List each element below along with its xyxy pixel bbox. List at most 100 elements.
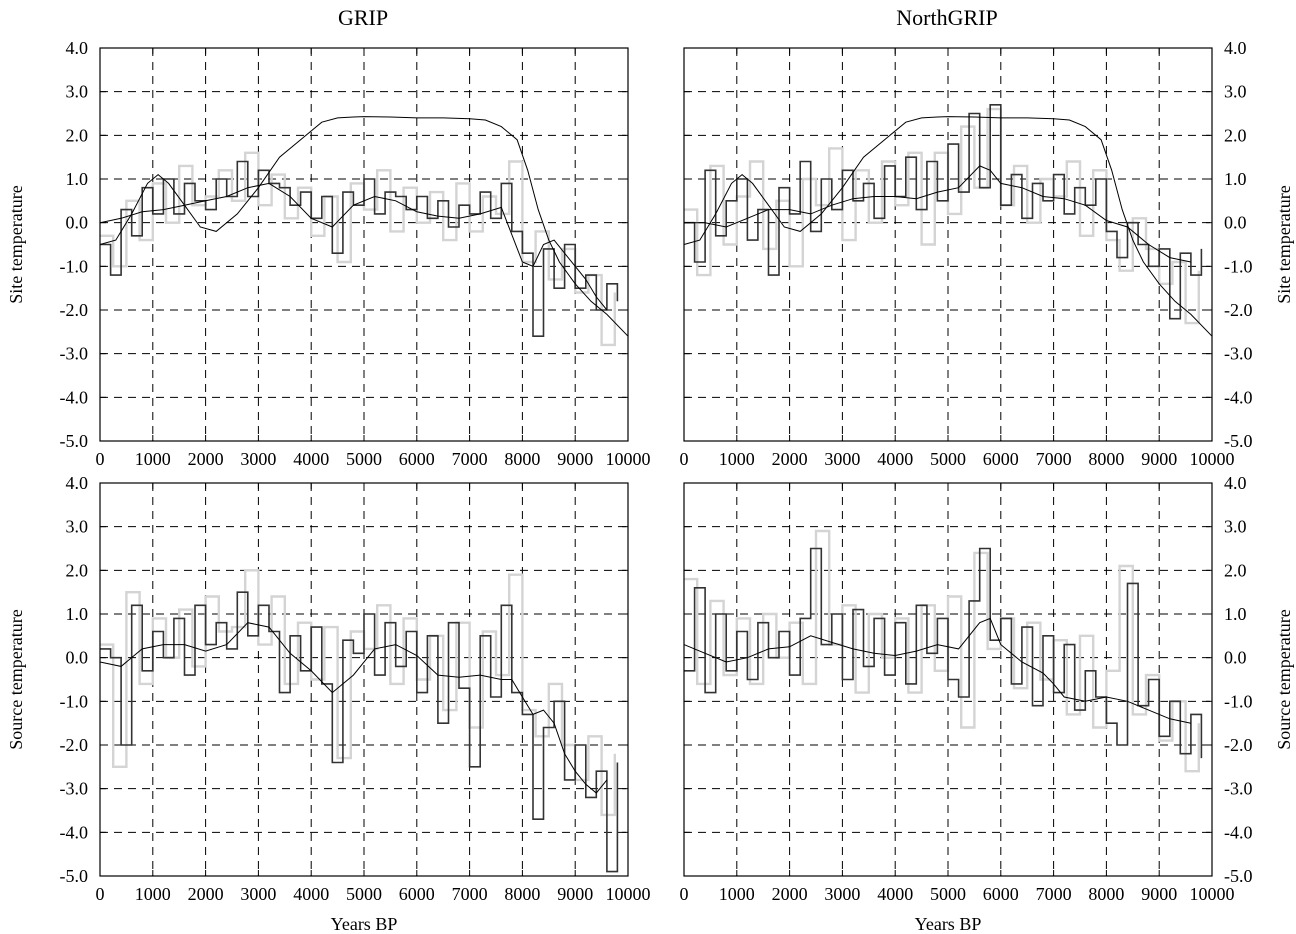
x-tick-label: 8000	[504, 884, 540, 904]
y-tick-label: -2.0	[1224, 300, 1253, 320]
y-tick-label: 0.0	[66, 648, 89, 668]
x-tick-label: 7000	[452, 884, 488, 904]
y-tick-label: 2.0	[66, 560, 89, 580]
x-tick-label: 1000	[719, 884, 755, 904]
y-axis-label: Site temperature	[1274, 185, 1294, 303]
y-tick-label: -1.0	[1224, 256, 1253, 276]
y-tick-label: -3.0	[60, 779, 89, 799]
y-tick-label: 1.0	[66, 169, 89, 189]
x-tick-label: 8000	[1088, 884, 1124, 904]
y-tick-label: -3.0	[1224, 779, 1253, 799]
y-tick-label: -4.0	[1224, 387, 1253, 407]
x-tick-label: 8000	[504, 449, 540, 469]
x-tick-label: 7000	[1036, 884, 1072, 904]
x-tick-label: 1000	[135, 449, 171, 469]
series-mid-1	[684, 104, 1203, 320]
y-tick-label: 1.0	[1224, 169, 1247, 189]
panel-grip-source: 0 1000 2000 3000 4000 5000 6000 7000 8000 9000 100…	[6, 473, 651, 934]
x-tick-label: 3000	[240, 884, 276, 904]
x-tick-label: 10000	[606, 449, 651, 469]
x-tick-label: 2000	[188, 449, 224, 469]
y-tick-label: 1.0	[1224, 604, 1247, 624]
y-axis-label: Source temperature	[1274, 609, 1294, 749]
y-axis-label: Source temperature	[6, 609, 26, 749]
x-tick-label: 9000	[557, 449, 593, 469]
y-tick-label: 3.0	[66, 517, 89, 537]
x-tick-label: 6000	[983, 449, 1019, 469]
x-tick-label: 4000	[293, 884, 329, 904]
x-tick-label: 0	[96, 449, 105, 469]
x-tick-label: 6000	[399, 884, 435, 904]
panel-northgrip-source: 0 1000 2000 3000 4000 5000 6000 7000 8000 9000 100…	[680, 473, 1295, 934]
title-northgrip: NorthGRIP	[896, 5, 997, 30]
x-tick-label: 3000	[824, 449, 860, 469]
x-tick-label: 6000	[399, 449, 435, 469]
series-raw-0	[100, 569, 616, 817]
y-tick-label: 1.0	[66, 604, 89, 624]
x-tick-label: 0	[680, 449, 689, 469]
x-tick-label: 0	[680, 884, 689, 904]
x-tick-label: 8000	[1088, 449, 1124, 469]
y-axis-label: Site temperature	[6, 185, 26, 303]
x-tick-label: 5000	[930, 884, 966, 904]
x-tick-label: 9000	[1141, 884, 1177, 904]
x-tick-label: 9000	[557, 884, 593, 904]
y-tick-label: -2.0	[60, 735, 89, 755]
x-tick-label: 4000	[877, 884, 913, 904]
x-tick-label: 10000	[1190, 884, 1235, 904]
x-tick-label: 6000	[983, 884, 1019, 904]
x-tick-label: 0	[96, 884, 105, 904]
title-grip: GRIP	[338, 5, 388, 30]
x-axis-label: Years BP	[915, 914, 982, 934]
y-tick-label: -4.0	[60, 387, 89, 407]
x-tick-label: 4000	[293, 449, 329, 469]
y-tick-label: 0.0	[1224, 648, 1247, 668]
y-tick-label: -4.0	[1224, 822, 1253, 842]
y-tick-label: 0.0	[66, 213, 89, 233]
y-tick-label: 4.0	[1224, 473, 1247, 493]
y-tick-label: 4.0	[1224, 38, 1247, 58]
y-tick-label: 3.0	[1224, 82, 1247, 102]
y-tick-label: -3.0	[1224, 344, 1253, 364]
x-tick-label: 2000	[772, 884, 808, 904]
y-tick-label: -5.0	[1224, 866, 1253, 886]
y-tick-label: 2.0	[1224, 560, 1247, 580]
x-axis-label: Years BP	[331, 914, 398, 934]
series-smooth-2	[99, 622, 608, 794]
x-tick-label: 7000	[452, 449, 488, 469]
y-tick-label: 2.0	[66, 125, 89, 145]
series-raw-0	[100, 151, 616, 347]
y-tick-label: 2.0	[1224, 125, 1247, 145]
series-smooth-2	[683, 617, 1192, 724]
y-tick-label: -5.0	[60, 431, 89, 451]
series-mid-1	[100, 160, 619, 337]
y-tick-label: 4.0	[66, 473, 89, 493]
y-tick-label: -1.0	[60, 256, 89, 276]
y-tick-label: -4.0	[60, 822, 89, 842]
x-tick-label: 5000	[346, 884, 382, 904]
x-tick-label: 5000	[930, 449, 966, 469]
y-tick-label: -5.0	[60, 866, 89, 886]
y-tick-label: 4.0	[66, 38, 89, 58]
x-tick-label: 9000	[1141, 449, 1177, 469]
series-smooth-3	[99, 116, 629, 337]
y-tick-label: -2.0	[1224, 735, 1253, 755]
series-raw-0	[684, 529, 1200, 773]
series-smooth-3	[683, 116, 1213, 337]
panel-grip-site: 0 1000 2000 3000 4000 5000 6000 7000 8000 9000 100…	[6, 38, 651, 469]
x-tick-label: 3000	[824, 884, 860, 904]
panel-northgrip-site: 0 1000 2000 3000 4000 5000 6000 7000 8000 9000 100…	[680, 38, 1295, 469]
x-tick-label: 7000	[1036, 449, 1072, 469]
x-tick-label: 10000	[606, 884, 651, 904]
y-tick-label: -1.0	[1224, 691, 1253, 711]
x-tick-label: 2000	[772, 449, 808, 469]
y-tick-label: 3.0	[1224, 517, 1247, 537]
x-tick-label: 2000	[188, 884, 224, 904]
y-tick-label: 0.0	[1224, 213, 1247, 233]
x-tick-label: 10000	[1190, 449, 1235, 469]
x-tick-label: 5000	[346, 449, 382, 469]
y-tick-label: -3.0	[60, 344, 89, 364]
y-tick-label: -1.0	[60, 691, 89, 711]
series-mid-1	[684, 547, 1203, 759]
